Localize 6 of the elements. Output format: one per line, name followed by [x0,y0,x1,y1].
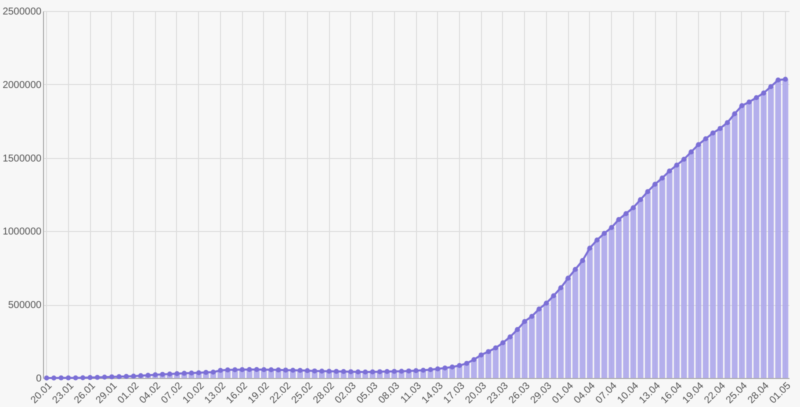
y-tick-label: 1000000 [2,226,42,238]
y-tick-label: 2500000 [2,6,42,18]
y-tick-label: 500000 [8,300,42,312]
y-tick-label: 1500000 [2,153,42,164]
y-tick-label: 0 [36,374,42,384]
y-tick-label: 2000000 [2,80,42,91]
